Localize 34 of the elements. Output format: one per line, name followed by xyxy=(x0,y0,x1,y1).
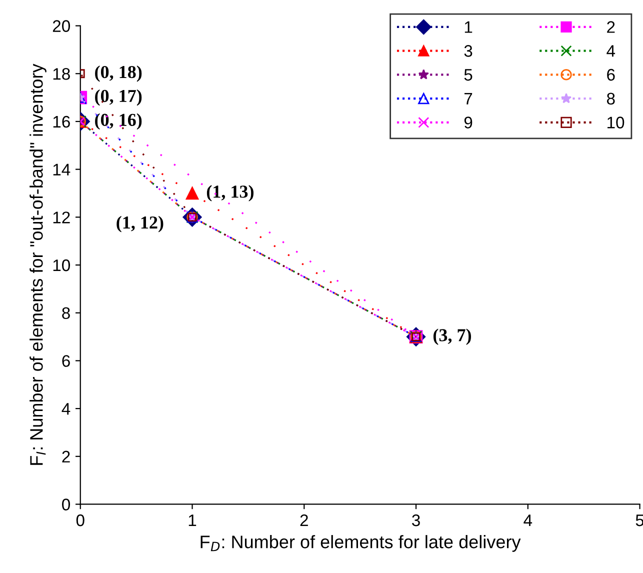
x-tick-label: 2 xyxy=(300,514,308,526)
y-tick-label: 16 xyxy=(53,116,70,128)
annotation: (0, 18) xyxy=(95,65,142,82)
y-tick-label: 6 xyxy=(62,355,70,367)
legend-label: 9 xyxy=(464,116,472,128)
legend-label: 8 xyxy=(606,92,615,105)
x-tick-label: 3 xyxy=(412,514,420,526)
y-tick-label: 18 xyxy=(53,68,70,80)
legend-label: 4 xyxy=(606,45,616,57)
x-tick-label: 4 xyxy=(524,514,532,526)
y-tick-label: 20 xyxy=(52,20,70,32)
y-tick-label: 2 xyxy=(62,450,70,462)
annotation: (1, 12) xyxy=(116,216,164,232)
annotation: (0, 17) xyxy=(95,89,142,106)
y-tick-label: 4 xyxy=(62,403,70,415)
legend-label: 3 xyxy=(464,45,472,57)
y-axis-title: F$_{I}$: Number of elements for "out-of-band" inventory xyxy=(30,64,46,465)
x-tick-label: 0 xyxy=(76,514,84,526)
y-tick-label: 10 xyxy=(53,259,70,272)
legend-label: 6 xyxy=(607,68,615,81)
x-axis-title: F$_{D}$: Number of elements for late delivery xyxy=(200,535,521,552)
legend-label: 7 xyxy=(464,92,472,104)
annotation: (1, 13) xyxy=(206,185,254,202)
legend-label: 2 xyxy=(607,21,615,33)
x-tick-label: 1 xyxy=(188,514,196,526)
y-tick-label: 14 xyxy=(53,164,70,176)
legend-label: 1 xyxy=(464,21,472,33)
legend-label: 10 xyxy=(608,116,624,128)
y-tick-label: 12 xyxy=(53,212,70,224)
y-tick-label: 8 xyxy=(62,307,70,320)
legend-label: 5 xyxy=(464,69,472,81)
y-tick-label: 0 xyxy=(62,498,70,510)
annotation: (0, 16) xyxy=(95,113,142,130)
annotation: (3, 7) xyxy=(433,328,472,345)
